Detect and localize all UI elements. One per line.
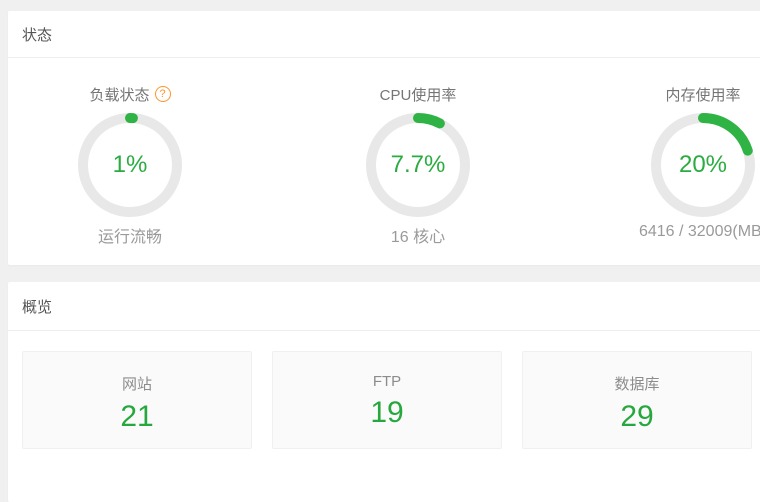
status-panel-title: 状态 (22, 26, 53, 44)
cpu-cores-caption: 16 核心 (390, 229, 446, 246)
divider (8, 330, 760, 331)
memory-usage-label: 内存使用率 (665, 86, 741, 104)
gauges-row: 负载状态 ? 1% 运行流畅 CPU使用率 7. (8, 58, 760, 264)
memory-usage-value: 20% (678, 151, 728, 178)
status-panel: 状态 负载状态 ? 1% 运行流畅 CPU使用率 (8, 11, 760, 265)
memory-usage-label-row: 内存使用率 (665, 84, 740, 104)
websites-count: 21 (120, 400, 154, 433)
cpu-usage-gauge: CPU使用率 7.7% 16 核心 (303, 58, 533, 247)
overview-panel-title: 概览 (22, 298, 53, 316)
ftp-card[interactable]: FTP 19 (272, 351, 502, 449)
cpu-usage-label: CPU使用率 (379, 86, 457, 104)
cpu-usage-value: 7.7% (390, 151, 446, 178)
websites-label: 网站 (121, 376, 152, 393)
databases-card[interactable]: 数据库 29 (522, 351, 752, 449)
cpu-usage-ring: 7.7% (363, 110, 473, 220)
load-status-label-row: 负载状态 ? (89, 84, 171, 104)
overview-panel-header: 概览 (8, 282, 760, 330)
overview-cards-row: 网站 21 FTP 19 数据库 29 (8, 331, 760, 449)
load-status-gauge: 负载状态 ? 1% 运行流畅 (15, 58, 245, 247)
memory-usage-gauge: 内存使用率 20% 6416 / 32009(MB) (588, 58, 760, 241)
overview-panel: 概览 网站 21 FTP 19 数据库 29 (8, 282, 760, 502)
cpu-usage-label-row: CPU使用率 (380, 84, 457, 104)
load-status-caption: 运行流畅 (97, 229, 162, 246)
help-icon[interactable]: ? (154, 86, 171, 102)
ftp-count: 19 (370, 396, 404, 429)
memory-usage-caption: 6416 / 32009(MB) (638, 223, 760, 240)
load-status-label: 负载状态 (89, 86, 150, 104)
divider (8, 57, 760, 58)
ftp-label: FTP (372, 373, 402, 390)
status-panel-header: 状态 (8, 11, 760, 57)
databases-label: 数据库 (614, 376, 660, 393)
load-status-value: 1% (112, 151, 148, 178)
websites-card[interactable]: 网站 21 (22, 351, 252, 449)
databases-count: 29 (620, 400, 654, 433)
load-status-ring: 1% (75, 110, 185, 220)
memory-usage-ring: 20% (648, 110, 758, 220)
